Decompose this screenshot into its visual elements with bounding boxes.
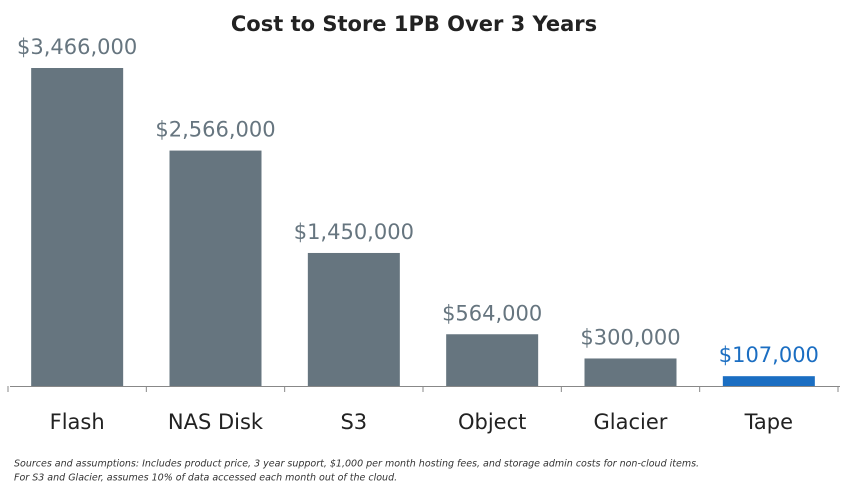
value-label: $300,000 bbox=[580, 325, 680, 349]
value-label: $3,466,000 bbox=[17, 35, 137, 59]
x-tick-label: Glacier bbox=[594, 410, 668, 434]
bar bbox=[722, 376, 815, 386]
bar bbox=[446, 334, 539, 386]
x-tick-label: Object bbox=[458, 410, 526, 434]
value-label: $2,566,000 bbox=[155, 118, 275, 142]
footnote: For S3 and Glacier, assumes 10% of data … bbox=[14, 473, 397, 484]
chart-title: Cost to Store 1PB Over 3 Years bbox=[231, 12, 597, 36]
x-tick-label: Flash bbox=[50, 410, 105, 434]
value-label: $1,450,000 bbox=[294, 220, 414, 244]
bar bbox=[169, 150, 262, 386]
x-tick-label: S3 bbox=[340, 410, 367, 434]
value-label: $564,000 bbox=[442, 301, 542, 325]
x-tick-label: Tape bbox=[744, 410, 793, 434]
bar bbox=[307, 252, 400, 386]
bar bbox=[31, 68, 124, 386]
footnote: Sources and assumptions: Includes produc… bbox=[14, 459, 699, 470]
x-tick-label: NAS Disk bbox=[168, 410, 264, 434]
value-label: $107,000 bbox=[719, 343, 819, 367]
bar bbox=[584, 358, 677, 386]
